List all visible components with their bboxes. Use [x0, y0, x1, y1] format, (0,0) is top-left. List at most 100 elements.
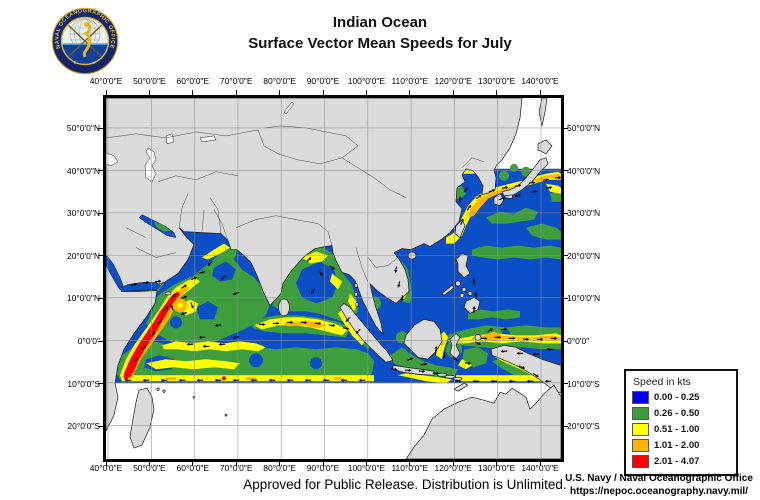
- lat-label-right: 20°0'0"S: [567, 421, 600, 432]
- land-taiwan: [454, 219, 466, 238]
- lon-tick-bottom: [148, 461, 150, 466]
- lat-tick-right: [563, 170, 568, 172]
- lon-tick-bottom: [322, 461, 324, 466]
- lon-label-top: 90°0'0"E: [306, 76, 340, 86]
- lon-label-top: 110°0'0"E: [391, 76, 429, 86]
- lon-tick-top: [409, 90, 411, 95]
- lon-label-bottom: 140°0'0"E: [521, 463, 559, 473]
- navy-seal-logo: NAVAL OCEANOGRAPHIC OFFICE ★ ★: [50, 7, 120, 75]
- lat-label-left: 50°0'0"N: [66, 123, 100, 133]
- credit-url: https://nepoc.oceanography.navy.mil/: [570, 485, 748, 497]
- lon-label-bottom: 80°0'0"E: [263, 463, 296, 473]
- lon-label-bottom: 60°0'0"E: [176, 463, 210, 473]
- logo-star-right-icon: ★: [92, 60, 97, 65]
- speed-legend: Speed in kts 0.00 - 0.25 0.26 - 0.50 0.51 …: [624, 369, 738, 476]
- ocean-current-map: [106, 98, 561, 459]
- lon-tick-bottom: [365, 461, 367, 466]
- lat-tick-left: [98, 297, 103, 299]
- lon-tick-top: [192, 90, 194, 95]
- lon-label-bottom: 90°0'0"E: [306, 463, 340, 473]
- lat-tick-right: [563, 425, 568, 427]
- lat-label-left: 10°0'0"N: [66, 293, 100, 304]
- lon-label-bottom: 40°0'0"E: [89, 463, 123, 473]
- land-luzon: [455, 253, 471, 278]
- lat-tick-left: [98, 425, 103, 427]
- lon-label-top: 100°0'0"E: [347, 76, 386, 86]
- logo-star-left-icon: ★: [73, 60, 78, 65]
- lon-tick-bottom: [192, 461, 194, 466]
- land-madagascar: [129, 387, 155, 449]
- land-sri-lanka: [278, 298, 290, 317]
- credit-block: U.S. Navy / Naval Oceanographic Office h…: [560, 473, 758, 498]
- lat-tick-right: [563, 127, 568, 129]
- lat-tick-right: [563, 255, 568, 257]
- lat-label-right: 40°0'0"N: [567, 165, 601, 176]
- land-australia: [405, 384, 561, 459]
- lon-label-bottom: 110°0'0"E: [391, 463, 429, 473]
- inland-waters: [106, 101, 295, 292]
- land-sulawesi: [449, 332, 461, 360]
- lon-label-bottom: 120°0'0"E: [434, 463, 472, 473]
- credit-agency: U.S. Navy / Naval Oceanographic Office: [565, 473, 753, 484]
- lon-label-bottom: 70°0'0"E: [219, 463, 253, 473]
- lat-label-right: 50°0'0"N: [567, 123, 601, 133]
- lat-tick-right: [563, 297, 568, 299]
- legend-row: 0.51 - 1.00: [632, 423, 730, 436]
- legend-swatch: [632, 391, 649, 404]
- navy-seal-icon: NAVAL OCEANOGRAPHIC OFFICE ★ ★: [51, 7, 119, 75]
- lon-label-top: 140°0'0"E: [521, 76, 559, 86]
- lat-label-right: 0°0'0": [567, 336, 590, 346]
- lon-tick-bottom: [539, 461, 541, 466]
- lon-tick-top: [452, 90, 454, 95]
- lat-tick-left: [98, 383, 103, 385]
- lat-tick-right: [563, 212, 568, 214]
- title-line-2: Surface Vector Mean Speeds for July: [248, 35, 512, 52]
- lon-label-top: 40°0'0"E: [89, 76, 123, 86]
- lon-tick-top: [539, 90, 541, 95]
- lon-tick-top: [148, 90, 150, 95]
- legend-swatch: [632, 407, 649, 420]
- legend-title: Speed in kts: [633, 376, 691, 388]
- lon-tick-bottom: [409, 461, 411, 466]
- caspian-sea: [144, 147, 157, 183]
- lat-tick-left: [98, 170, 103, 172]
- legend-swatch: [632, 423, 649, 436]
- legend-label: 0.51 - 1.00: [654, 424, 700, 435]
- lat-label-right: 30°0'0"N: [567, 208, 601, 219]
- lat-tick-left: [98, 255, 103, 257]
- aral-sea: [165, 133, 175, 145]
- legend-label: 2.01 - 4.07: [654, 456, 700, 467]
- lat-label-right: 10°0'0"N: [567, 293, 601, 304]
- lat-label-left: 10°0'0"S: [67, 378, 100, 389]
- land-new-guinea: [490, 344, 561, 394]
- land-palawan: [441, 285, 455, 296]
- lat-tick-left: [98, 127, 103, 129]
- lon-label-top: 60°0'0"E: [176, 76, 210, 86]
- land-timor: [453, 382, 469, 392]
- lon-label-top: 70°0'0"E: [219, 76, 253, 86]
- lon-label-top: 80°0'0"E: [263, 76, 296, 86]
- lon-tick-top: [235, 90, 237, 95]
- title-line-1: Indian Ocean: [332, 14, 428, 31]
- lat-tick-left: [98, 340, 103, 342]
- legend-label: 0.26 - 0.50: [654, 408, 700, 419]
- lon-label-top: 130°0'0"E: [477, 76, 516, 86]
- legend-label: 1.01 - 2.00: [654, 440, 700, 451]
- country-borders: [106, 125, 485, 283]
- legend-swatch: [632, 455, 649, 468]
- legend-row: 0.00 - 0.25: [632, 391, 730, 404]
- lat-label-left: 20°0'0"N: [66, 250, 100, 261]
- lon-label-bottom: 130°0'0"E: [477, 463, 516, 473]
- legend-label: 0.00 - 0.25: [654, 392, 700, 403]
- lat-label-right: 10°0'0"S: [567, 378, 600, 389]
- lat-label-left: 30°0'0"N: [66, 208, 100, 219]
- legend-row: 0.26 - 0.50: [632, 407, 730, 420]
- lon-label-bottom: 50°0'0"E: [133, 463, 166, 473]
- lat-tick-right: [563, 340, 568, 342]
- lat-label-left: 40°0'0"N: [66, 165, 100, 176]
- black-sea: [106, 152, 119, 167]
- lat-tick-right: [563, 383, 568, 385]
- lat-tick-left: [98, 212, 103, 214]
- lon-tick-bottom: [235, 461, 237, 466]
